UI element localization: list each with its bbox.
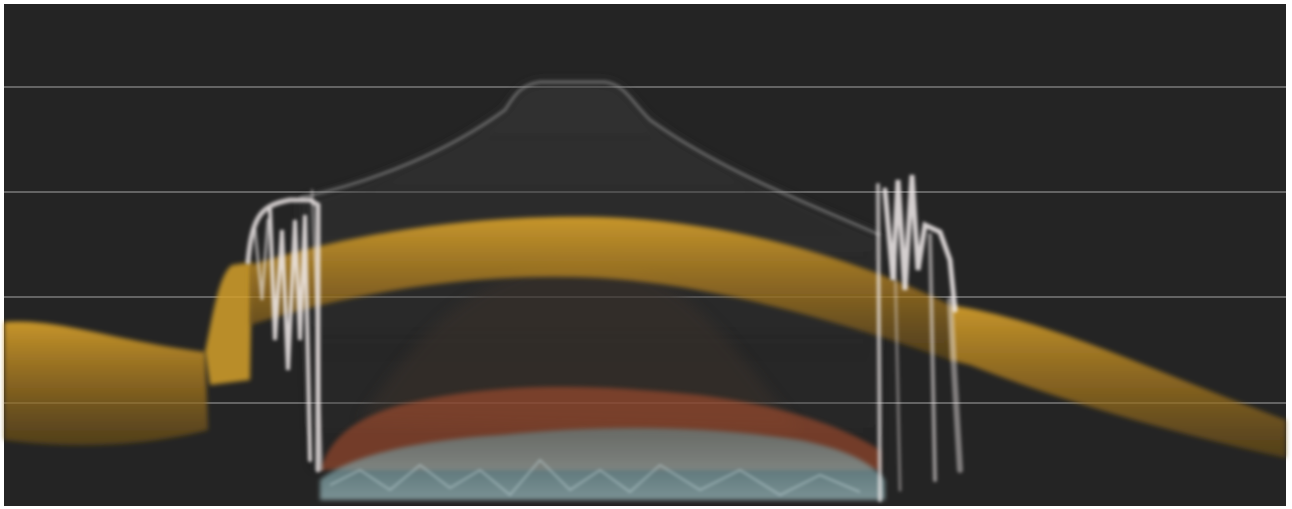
- page: [0, 0, 1292, 509]
- waveform-scope: [0, 0, 1292, 509]
